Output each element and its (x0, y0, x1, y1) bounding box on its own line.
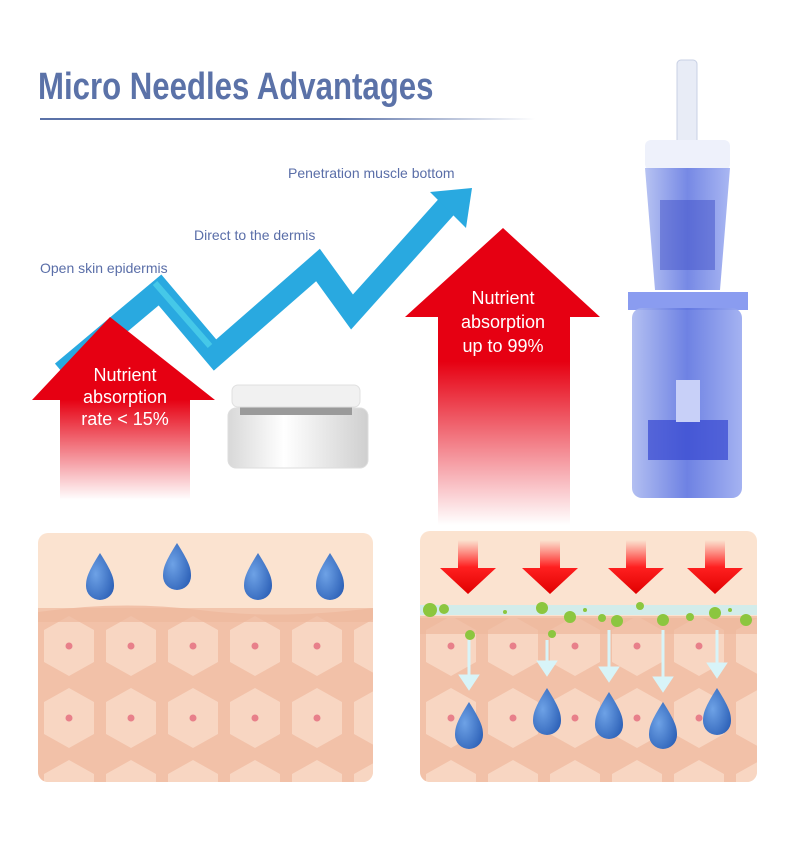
low-absorption-text: Nutrient absorption rate < 15% (50, 364, 200, 430)
text-line: Nutrient (471, 288, 535, 308)
stage-label-dermis: Direct to the dermis (194, 227, 316, 243)
page-title: Micro Needles Advantages (38, 66, 434, 108)
water-drop-icon (455, 688, 731, 749)
nutrient-bubbles (423, 602, 752, 640)
trend-up-arrow-icon (54, 188, 472, 381)
red-up-arrow-icon (32, 317, 215, 500)
skin-panel-with-needles (420, 531, 757, 782)
text-line: absorption (460, 312, 546, 332)
title-divider (40, 118, 535, 120)
stage-label-epidermis: Open skin epidermis (40, 260, 168, 276)
high-absorption-text: Nutrient absorption up to 99% (423, 286, 583, 358)
red-down-arrow-icon (440, 540, 743, 594)
skin-panel-without-needles (38, 533, 373, 782)
text-line: Nutrient (93, 365, 157, 385)
cream-jar-icon (227, 384, 369, 469)
red-up-arrow-icon (405, 228, 600, 525)
penetration-arrows (458, 630, 728, 693)
water-drop-icon (86, 543, 344, 600)
needle-cartridge-icon (628, 59, 748, 498)
text-line: up to 99% (462, 336, 544, 356)
text-line: absorption (82, 387, 168, 407)
text-line: rate < 15% (81, 409, 169, 429)
stage-label-muscle: Penetration muscle bottom (288, 165, 455, 181)
